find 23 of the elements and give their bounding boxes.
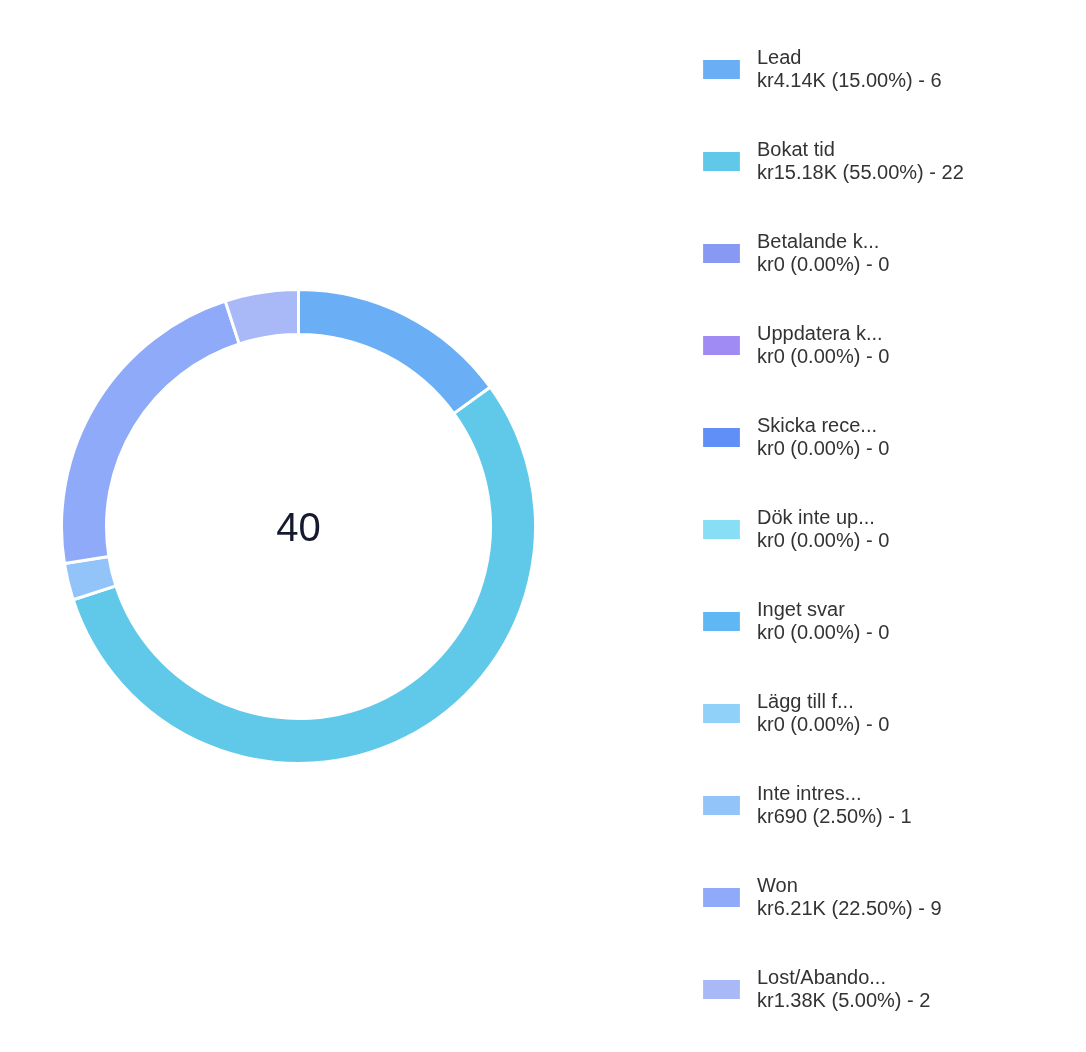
text: kr0 (0.00%) - 0 [757,437,890,459]
data-label: kr690 (2.50%) - 1 [757,805,912,827]
legend-label: Inget svar [757,598,845,620]
legend-label: Uppdatera k... [757,322,883,344]
data-label: kr4.14K (15.00%) - 6 [757,69,942,91]
legend-label: Lost/Abando... [757,966,886,988]
text: kr0 (0.00%) - 0 [757,345,890,367]
data-label: kr1.38K (5.00%) - 2 [757,989,931,1011]
text: kr0 (0.00%) - 0 [757,621,890,643]
legend-label: Inte intres... [757,782,862,804]
legend-label: Bokat tid [757,138,835,160]
legend-label: Dök inte up... [757,506,875,528]
legend-label: Lead [757,46,802,68]
text: kr0 (0.00%) - 0 [757,529,890,551]
data-label: kr6.21K (22.50%) - 9 [757,897,942,919]
legend-label: Betalande k... [757,230,880,252]
data-label: kr15.18K (55.00%) - 22 [757,161,964,183]
legend-label: Skicka rece... [757,414,878,436]
text: kr0 (0.00%) - 0 [757,253,890,275]
text: 40 [276,504,321,549]
legend-label: Won [757,874,798,896]
text: kr0 (0.00%) - 0 [757,713,890,735]
legend-label: Lägg till f... [757,690,854,712]
